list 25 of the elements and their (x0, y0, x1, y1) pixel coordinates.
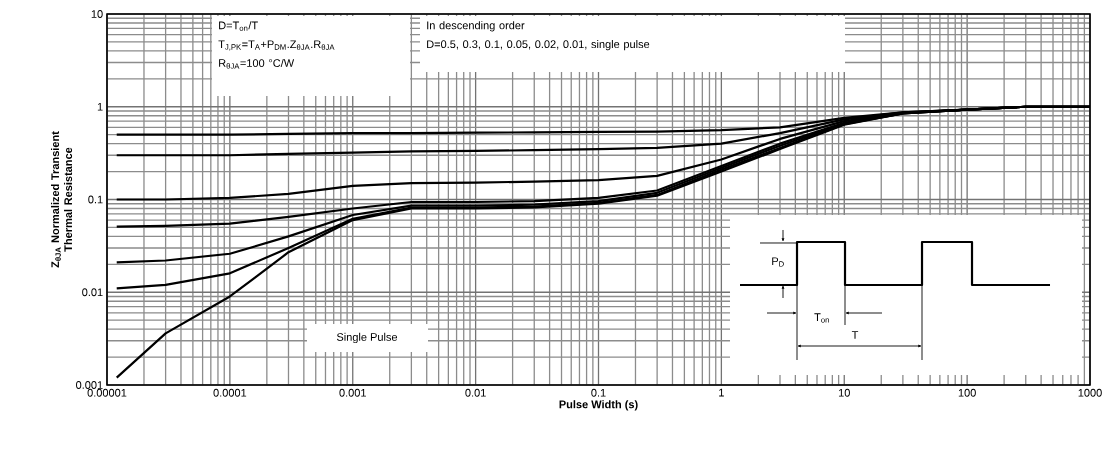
x-tick-label: 0.01 (465, 388, 486, 397)
y-tick-label: 10 (91, 10, 103, 18)
x-tick-label: 10 (838, 388, 850, 397)
annotation: T (851, 331, 859, 339)
x-tick-label: 0.1 (591, 388, 606, 397)
x-axis-title: Pulse Width (s) (559, 400, 638, 411)
annotation: P$_{D}$ (772, 257, 784, 267)
x-tick-label: 1 (719, 388, 724, 397)
text: T$_{J,PK}$=T$_{A}$+P$_{DM}$.Z$_{θJA}$.R$_{θJA}$ (218, 40, 335, 51)
annotation: Single Pulse (336, 332, 398, 344)
y-tick-label: 0.01 (82, 288, 103, 297)
annotation: T$_{on}$ (814, 313, 829, 323)
x-tick-label: 1000 (1078, 388, 1102, 397)
y-axis-title: Z$_{θJA}$ Normalized Transient Thermal Resistance (50, 131, 73, 268)
y-tick-label: 0.001 (76, 381, 103, 389)
y-tick-label: 1 (97, 102, 103, 111)
annotation: D=T$_{on}$/T (219, 21, 258, 31)
x-tick-label: 100 (958, 388, 976, 397)
x-tick-label: 0.00001 (87, 388, 127, 397)
x-tick-label: 0.001 (339, 388, 366, 397)
y-tick-label: 0.1 (88, 195, 103, 204)
x-tick-label: 0.0001 (213, 388, 247, 397)
annotation: In descending order (427, 21, 525, 32)
annotation: R$_{θJA}$=100 °C/W (219, 58, 295, 69)
annotation: D=0.5, 0.3, 0.1, 0.05, 0.02, 0.01, single pulse (427, 40, 650, 51)
